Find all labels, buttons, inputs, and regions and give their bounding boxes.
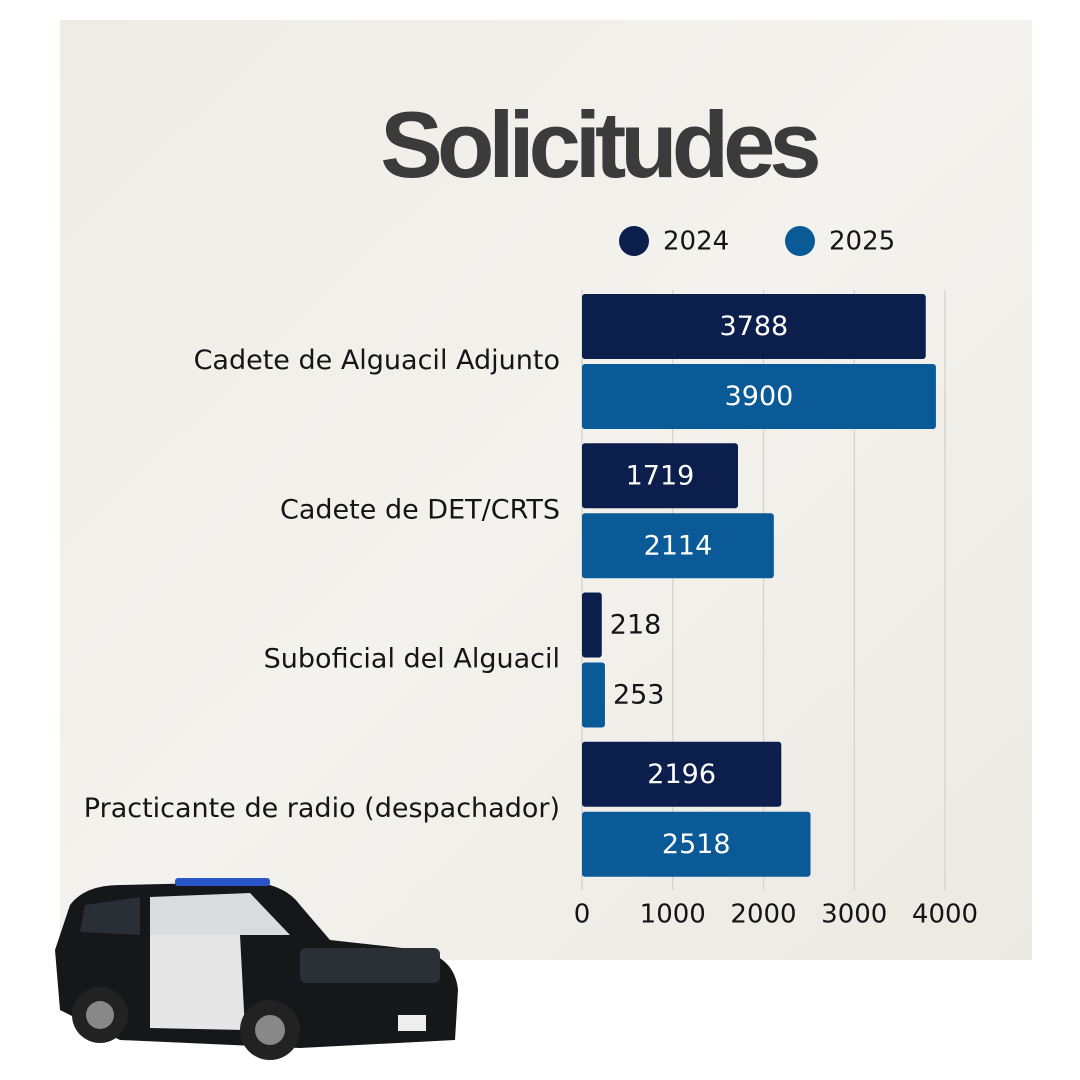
bar	[582, 741, 782, 807]
legend-label: 2024	[663, 227, 729, 257]
bar	[582, 811, 811, 877]
x-tick-label: 2000	[730, 900, 796, 930]
legend-swatch	[619, 226, 649, 256]
category-label: Cadete de DET/CRTS	[280, 494, 560, 525]
value-label: 2518	[662, 829, 731, 860]
x-tick-label: 0	[574, 900, 591, 930]
value-label: 2196	[647, 759, 716, 790]
category-label: Suboficial del Alguacil	[264, 644, 560, 675]
x-tick-label: 3000	[821, 900, 887, 930]
bar	[582, 443, 738, 509]
value-label: 253	[613, 680, 665, 711]
value-label: 3788	[720, 311, 789, 342]
plot: 0 1000 2000 3000 4000 2024 2025 Cadete de Algua…	[84, 226, 978, 930]
value-label: 1719	[626, 460, 695, 491]
chart-title: Solicitudes	[380, 92, 818, 197]
x-tick-label: 4000	[912, 900, 978, 930]
bar	[582, 294, 926, 359]
value-label: 3900	[725, 381, 794, 412]
legend-swatch	[785, 226, 815, 256]
value-label: 218	[610, 610, 662, 641]
police-car	[55, 878, 458, 1060]
bar	[582, 662, 605, 728]
category-label: Cadete de Alguacil Adjunto	[194, 345, 560, 376]
bar	[582, 364, 936, 429]
category-label: Practicante de radio (despachador)	[84, 793, 560, 824]
bar	[582, 592, 602, 658]
x-tick-label: 1000	[640, 900, 706, 930]
paper-background	[60, 20, 1032, 960]
legend-label: 2025	[829, 227, 895, 257]
value-label: 2114	[644, 530, 713, 561]
bar	[582, 513, 774, 579]
